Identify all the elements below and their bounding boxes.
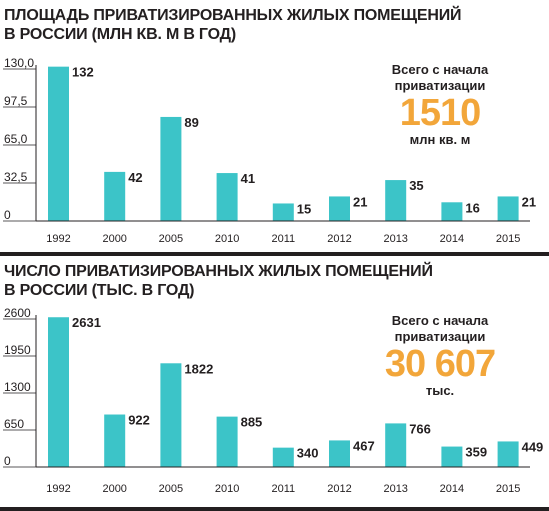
callout-label-1: Всего с начала (391, 313, 489, 328)
bar (385, 180, 407, 221)
data-label: 359 (465, 445, 487, 460)
y-tick-label: 0 (4, 208, 11, 222)
bar (329, 440, 350, 467)
x-tick-label: 2015 (496, 233, 520, 245)
area-bar-chart: 0 32,5 65,0 97,5 130,0 132 1992 42 2000 89 2005 41 2… (3, 56, 536, 245)
x-tick-label: 2014 (440, 483, 464, 495)
bar (160, 116, 182, 221)
count-chart-panel: ЧИСЛО ПРИВАТИЗИРОВАННЫХ ЖИЛЫХ ПОМЕЩЕНИЙ … (0, 256, 549, 511)
total-callout: Всего с начала приватизации 30 607 тыс. (374, 313, 506, 399)
data-label: 35 (409, 178, 423, 193)
data-label: 885 (241, 415, 263, 430)
x-tick-label: 2013 (383, 233, 407, 245)
data-label: 2631 (72, 315, 101, 330)
y-tick-label: 0 (4, 454, 11, 468)
bar (329, 196, 350, 221)
data-label: 41 (241, 171, 255, 186)
chart-title: ПЛОЩАДЬ ПРИВАТИЗИРОВАННЫХ ЖИЛЫХ ПОМЕЩЕНИ… (4, 6, 544, 44)
data-label: 89 (184, 115, 198, 130)
bar (441, 446, 463, 467)
data-label: 467 (353, 438, 375, 453)
x-tick-label: 1992 (46, 233, 70, 245)
y-tick-label: 97,5 (4, 94, 28, 108)
count-bar-chart: 0 650 1300 1950 2600 2631 1992 922 2000 1822 2005 8… (3, 306, 544, 495)
bar (497, 441, 519, 467)
total-callout: Всего с начала приватизации 1510 млн кв.… (374, 62, 506, 148)
x-tick-label: 2013 (383, 483, 407, 495)
y-tick-label: 130,0 (4, 56, 34, 70)
bar (160, 363, 182, 467)
data-label: 21 (522, 194, 536, 209)
callout-unit: тыс. (425, 383, 455, 398)
data-label: 1822 (184, 361, 213, 376)
x-tick-label: 2012 (327, 233, 351, 245)
data-label: 15 (297, 201, 311, 216)
chart-title-line-1: ЧИСЛО ПРИВАТИЗИРОВАННЫХ ЖИЛЫХ ПОМЕЩЕНИЙ (4, 263, 433, 280)
x-tick-label: 2012 (327, 483, 351, 495)
y-tick-label: 1300 (4, 380, 31, 394)
y-tick-label: 2600 (4, 306, 31, 320)
bar (216, 416, 238, 467)
x-tick-label: 2010 (215, 233, 239, 245)
bottom-rule (0, 507, 549, 511)
chart-title: ЧИСЛО ПРИВАТИЗИРОВАННЫХ ЖИЛЫХ ПОМЕЩЕНИЙ … (4, 262, 544, 300)
chart-title-line-1: ПЛОЩАДЬ ПРИВАТИЗИРОВАННЫХ ЖИЛЫХ ПОМЕЩЕНИ… (4, 7, 462, 24)
data-label: 21 (353, 194, 367, 209)
chart-title-line-2: В РОССИИ (ТЫС. В ГОД) (4, 282, 195, 299)
bar (272, 203, 294, 221)
chart-title-line-2: В РОССИИ (МЛН КВ. М В ГОД) (4, 26, 236, 43)
callout-total-value: 1510 (399, 92, 482, 134)
bar (441, 202, 463, 221)
section-divider (0, 252, 549, 256)
x-tick-label: 2000 (102, 483, 126, 495)
x-tick-label: 2011 (271, 233, 295, 245)
y-tick-label: 650 (4, 417, 24, 431)
bar (104, 171, 126, 221)
area-chart-panel: ПЛОЩАДЬ ПРИВАТИЗИРОВАННЫХ ЖИЛЫХ ПОМЕЩЕНИ… (0, 0, 549, 252)
x-tick-label: 2000 (102, 233, 126, 245)
data-label: 16 (465, 200, 479, 215)
data-label: 449 (522, 439, 544, 454)
x-tick-label: 1992 (46, 483, 70, 495)
bar (497, 196, 519, 221)
x-tick-label: 2014 (440, 233, 464, 245)
y-tick-label: 1950 (4, 343, 31, 357)
x-tick-label: 2005 (159, 233, 183, 245)
callout-label-1: Всего с начала (391, 62, 489, 77)
data-label: 340 (297, 446, 319, 461)
x-tick-label: 2010 (215, 483, 239, 495)
data-label: 766 (409, 421, 431, 436)
callout-unit: млн кв. м (409, 132, 471, 147)
bar (272, 447, 294, 467)
data-label: 132 (72, 65, 94, 80)
x-tick-label: 2005 (159, 483, 183, 495)
data-label: 42 (128, 170, 142, 185)
x-tick-label: 2015 (496, 483, 520, 495)
x-tick-label: 2011 (271, 483, 295, 495)
bar (48, 317, 69, 467)
callout-label-2: приватизации (394, 329, 486, 344)
data-label: 922 (128, 413, 150, 428)
bar (48, 66, 69, 222)
bar (104, 414, 126, 467)
y-tick-label: 32,5 (4, 170, 28, 184)
callout-total-value: 30 607 (384, 343, 496, 385)
callout-label-2: приватизации (394, 78, 486, 93)
bar (385, 423, 407, 467)
y-tick-label: 65,0 (4, 132, 28, 146)
bar (216, 173, 238, 221)
